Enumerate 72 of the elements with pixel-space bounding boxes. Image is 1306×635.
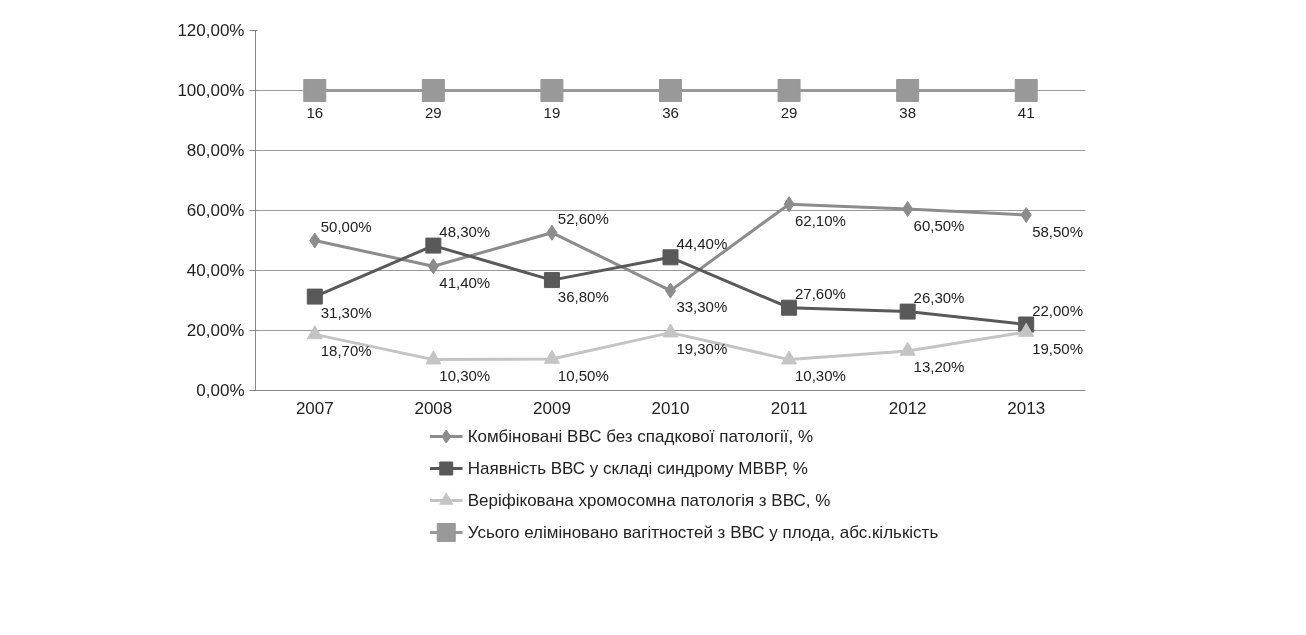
annotation: 29 [780, 103, 798, 121]
data-label: 58,50% [1032, 222, 1084, 240]
point [902, 201, 914, 217]
data-label: 13,20% [913, 358, 965, 376]
data-label: 41,40% [439, 273, 491, 291]
point [543, 349, 560, 364]
data-label: 52,60% [557, 210, 609, 228]
legend-label: Наявність ВВС у складі синдрому МВВР, % [467, 459, 808, 478]
point [540, 79, 564, 102]
x-tick-label: 2012 [888, 398, 927, 418]
y-tick-label: 100,00% [177, 81, 245, 100]
point [781, 350, 798, 365]
y-tick-label: 80,00% [186, 141, 245, 160]
x-tick-label: 2011 [770, 398, 808, 418]
data-label: 18,70% [320, 341, 372, 359]
data-label: 31,30% [320, 304, 372, 322]
point [662, 249, 679, 266]
data-label: 10,30% [439, 367, 491, 385]
annotation: 16 [306, 103, 324, 121]
x-tick-label: 2013 [1007, 398, 1046, 418]
data-label: 62,10% [795, 211, 846, 229]
data-label: 50,00% [320, 218, 372, 235]
point [1014, 79, 1038, 102]
point [425, 237, 442, 254]
legend-label: Комбіновані ВВС без спадкової патології, % [467, 427, 814, 446]
point [421, 79, 445, 102]
point [306, 325, 323, 340]
y-tick-label: 120,00% [177, 21, 245, 40]
point [896, 79, 920, 102]
point [546, 224, 558, 241]
point [781, 299, 798, 316]
annotation: 36 [662, 103, 679, 121]
data-label: 36,80% [557, 287, 609, 305]
data-label: 10,50% [557, 366, 609, 384]
x-tick-label: 2009 [533, 398, 571, 418]
x-tick-label: 2008 [414, 398, 453, 418]
point [543, 272, 560, 289]
x-tick-label: 2007 [295, 398, 334, 418]
point [1018, 322, 1035, 337]
data-label: 26,30% [913, 289, 965, 307]
data-label: 10,30% [795, 367, 846, 385]
x-tick-label: 2010 [651, 398, 690, 418]
data-label: 48,30% [439, 223, 491, 241]
y-tick-label: 60,00% [186, 201, 245, 220]
annotation: 19 [543, 103, 561, 121]
y-tick-label: 0,00% [196, 381, 245, 400]
point [899, 341, 916, 356]
legend-label: Усього елiміновано вагітностей з ВВС у плода, абс.кількість [467, 523, 939, 542]
annotation: 38 [899, 103, 916, 121]
data-label: 19,50% [1032, 339, 1084, 357]
annotation: 41 [1017, 103, 1035, 121]
annotation: 29 [425, 103, 442, 121]
point [777, 79, 801, 102]
data-label: 60,50% [913, 216, 965, 234]
data-label: 44,40% [676, 234, 728, 252]
point [427, 258, 439, 275]
legend-label: Веріфікована хромосомна патологія з ВВС, % [467, 491, 831, 510]
data-label: 33,30% [676, 298, 728, 316]
point [425, 350, 442, 365]
data-label: 22,00% [1032, 302, 1084, 319]
y-tick-label: 40,00% [186, 261, 245, 280]
point [303, 79, 327, 102]
data-label: 27,60% [795, 285, 846, 303]
point [783, 196, 795, 213]
y-tick-label: 20,00% [186, 321, 245, 340]
point [309, 232, 321, 249]
point [899, 303, 916, 320]
data-label: 19,30% [676, 340, 728, 358]
point [659, 79, 682, 102]
point [306, 288, 323, 305]
point [662, 323, 679, 338]
point [1020, 207, 1032, 223]
